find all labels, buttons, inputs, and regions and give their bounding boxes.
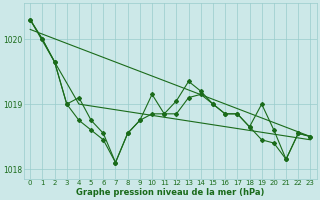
X-axis label: Graphe pression niveau de la mer (hPa): Graphe pression niveau de la mer (hPa) <box>76 188 265 197</box>
